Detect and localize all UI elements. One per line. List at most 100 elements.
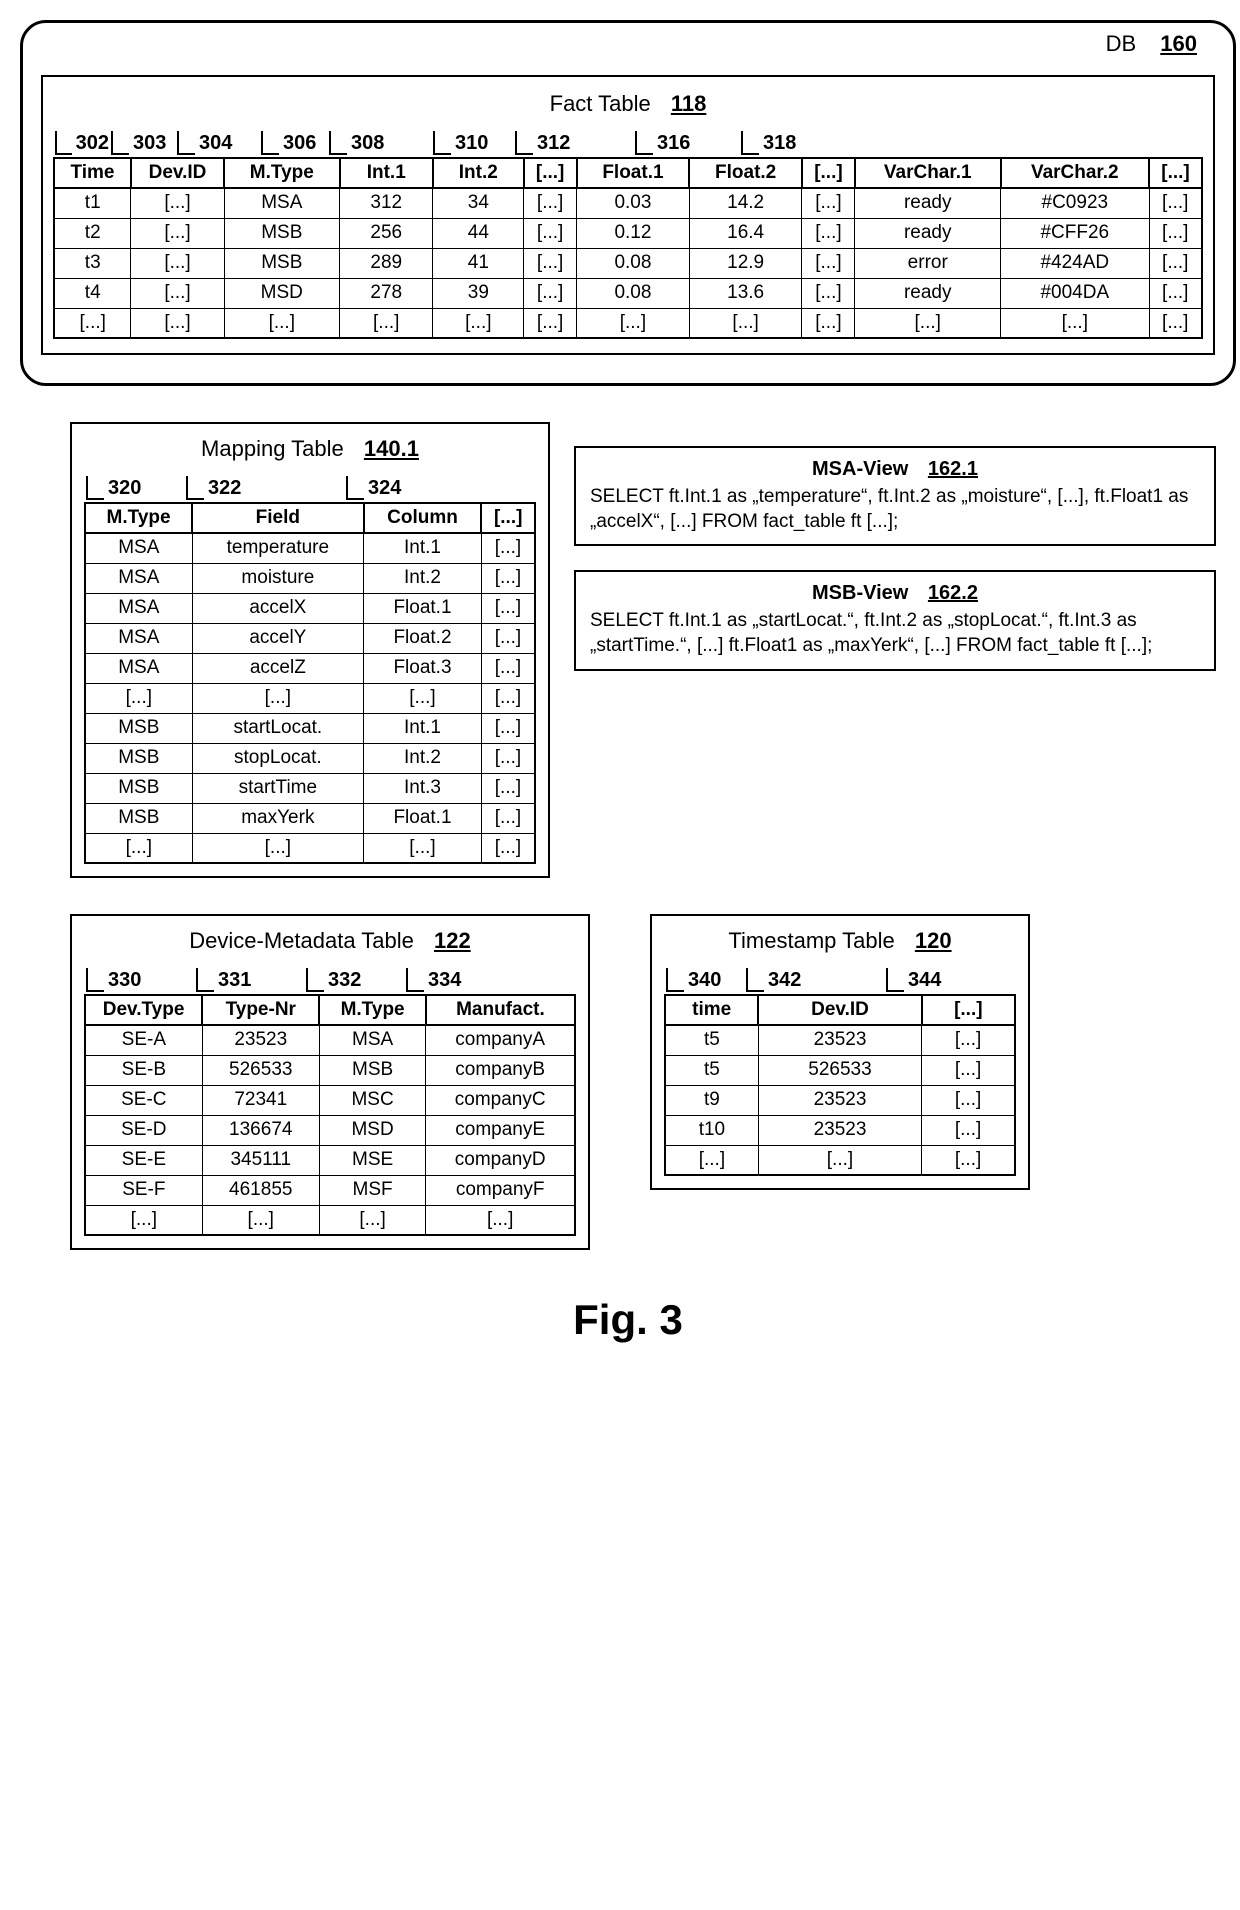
cell: [...]: [481, 653, 535, 683]
cell: [...]: [1149, 308, 1202, 338]
cell: SE-C: [85, 1085, 202, 1115]
cell: t5: [665, 1055, 758, 1085]
col-ref: 303: [109, 125, 175, 155]
cell: [...]: [192, 833, 363, 863]
cell: [...]: [481, 803, 535, 833]
cell: Int.2: [364, 743, 482, 773]
cell: 44: [433, 218, 524, 248]
cell: [...]: [922, 1145, 1015, 1175]
col-header: time: [665, 995, 758, 1025]
cell: [...]: [802, 248, 855, 278]
cell: Float.1: [364, 593, 482, 623]
col-header: Int.2: [433, 158, 524, 188]
col-ref: [393, 125, 431, 155]
cell: [...]: [802, 308, 855, 338]
cell: companyD: [426, 1145, 575, 1175]
msa-view-text: SELECT ft.Int.1 as „temperature“, ft.Int…: [590, 485, 1200, 534]
table-row: t3[...]MSB28941[...]0.0812.9[...]error#4…: [54, 248, 1202, 278]
col-ref: 306: [259, 125, 327, 155]
col-ref: 308: [327, 125, 393, 155]
cell: MSA: [85, 563, 192, 593]
cell: [...]: [1149, 188, 1202, 218]
cell: ready: [855, 188, 1001, 218]
table-row: MSBstartTimeInt.3[...]: [85, 773, 535, 803]
table-row: SE-A23523MSAcompanyA: [85, 1025, 575, 1055]
cell: Int.1: [364, 533, 482, 563]
col-ref: 340: [664, 962, 744, 992]
fact-table-frame: Fact Table 118 3023033043063083103123163…: [41, 75, 1215, 355]
cell: moisture: [192, 563, 363, 593]
cell: Int.1: [364, 713, 482, 743]
db-frame: DB 160 Fact Table 118 302303304306308310…: [20, 20, 1236, 386]
col-header: Time: [54, 158, 131, 188]
cell: 23523: [202, 1025, 319, 1055]
mapping-title-text: Mapping Table: [201, 436, 344, 461]
cell: [...]: [524, 248, 577, 278]
cell: startTime: [192, 773, 363, 803]
cell: [...]: [481, 623, 535, 653]
cell: t4: [54, 278, 131, 308]
cell: [...]: [481, 683, 535, 713]
cell: [...]: [85, 683, 192, 713]
cell: [...]: [665, 1145, 758, 1175]
cell: 136674: [202, 1115, 319, 1145]
devmeta-title-text: Device-Metadata Table: [189, 928, 414, 953]
table-row: [...][...][...]: [665, 1145, 1015, 1175]
table-row: t2[...]MSB25644[...]0.1216.4[...]ready#C…: [54, 218, 1202, 248]
table-row: t523523[...]: [665, 1025, 1015, 1055]
cell: [...]: [224, 308, 339, 338]
fact-table: TimeDev.IDM.TypeInt.1Int.2[...]Float.1Fl…: [53, 157, 1203, 339]
cell: [...]: [481, 773, 535, 803]
col-ref: 320: [84, 470, 184, 500]
col-ref: 330: [84, 962, 194, 992]
cell: [...]: [481, 533, 535, 563]
col-ref: 342: [744, 962, 884, 992]
cell: [...]: [922, 1025, 1015, 1055]
fact-title-text: Fact Table: [550, 91, 651, 116]
cell: MSD: [224, 278, 339, 308]
col-header: Dev.ID: [758, 995, 921, 1025]
mapping-table: M.TypeFieldColumn[...]MSAtemperatureInt.…: [84, 502, 536, 864]
cell: MSB: [85, 773, 192, 803]
cell: [...]: [54, 308, 131, 338]
cell: MSA: [85, 653, 192, 683]
cell: 312: [340, 188, 433, 218]
col-header: Float.1: [577, 158, 690, 188]
views-column: MSA-View 162.1 SELECT ft.Int.1 as „tempe…: [574, 422, 1236, 689]
table-row: MSAmoistureInt.2[...]: [85, 563, 535, 593]
cell: 526533: [202, 1055, 319, 1085]
table-row: SE-C72341MSCcompanyC: [85, 1085, 575, 1115]
msb-view-title: MSB-View 162.2: [590, 582, 1200, 605]
cell: 461855: [202, 1175, 319, 1205]
cell: 41: [433, 248, 524, 278]
cell: stopLocat.: [192, 743, 363, 773]
cell: [...]: [1001, 308, 1149, 338]
mapping-box: Mapping Table 140.1 320322324 M.TypeFiel…: [70, 422, 550, 878]
cell: [...]: [524, 308, 577, 338]
cell: companyB: [426, 1055, 575, 1085]
col-ref: 322: [184, 470, 344, 500]
col-header: [...]: [802, 158, 855, 188]
table-row: t5526533[...]: [665, 1055, 1015, 1085]
cell: #CFF26: [1001, 218, 1149, 248]
cell: [...]: [922, 1055, 1015, 1085]
col-ref: 316: [633, 125, 739, 155]
cell: companyA: [426, 1025, 575, 1055]
cell: 278: [340, 278, 433, 308]
cell: MSB: [85, 803, 192, 833]
cell: [...]: [131, 278, 224, 308]
col-ref: 318: [739, 125, 847, 155]
msa-view-title-text: MSA-View: [812, 458, 908, 480]
cell: MSF: [319, 1175, 426, 1205]
cell: MSA: [85, 533, 192, 563]
cell: [...]: [481, 563, 535, 593]
col-ref: 302: [53, 125, 109, 155]
cell: SE-D: [85, 1115, 202, 1145]
msa-view-title: MSA-View 162.1: [590, 458, 1200, 481]
table-row: SE-F461855MSFcompanyF: [85, 1175, 575, 1205]
cell: [...]: [131, 188, 224, 218]
col-header: [...]: [1149, 158, 1202, 188]
cell: accelZ: [192, 653, 363, 683]
cell: [...]: [131, 248, 224, 278]
cell: [...]: [524, 188, 577, 218]
